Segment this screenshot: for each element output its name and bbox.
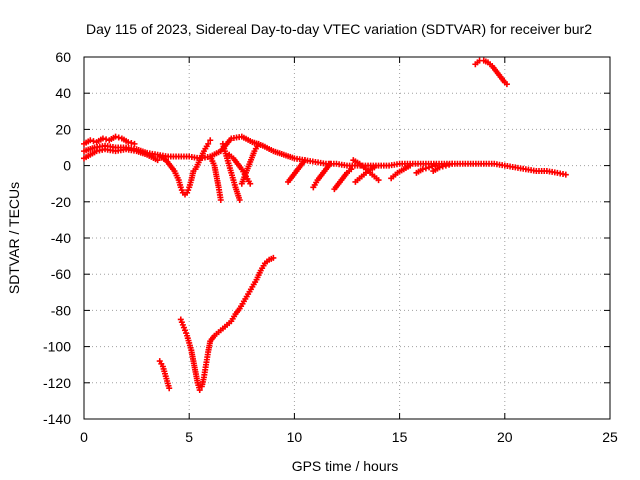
y-tick-label: -140	[43, 411, 71, 427]
data-point	[112, 133, 119, 140]
data-point	[207, 137, 214, 144]
y-tick-label: 60	[55, 49, 71, 65]
data-point	[407, 162, 414, 169]
chart-title: Day 115 of 2023, Sidereal Day-to-day VTE…	[86, 21, 592, 37]
data-point	[87, 137, 94, 144]
series-spike-5h	[192, 137, 214, 173]
data-point	[236, 196, 243, 203]
data-point	[419, 166, 426, 173]
data-point	[115, 134, 122, 141]
data-point	[90, 138, 97, 145]
data-point	[131, 140, 138, 147]
data-point	[255, 140, 262, 147]
y-tick-label: -80	[51, 302, 71, 318]
series-rise-15h	[388, 162, 414, 182]
y-axis-label: SDTVAR / TECUs	[6, 182, 22, 294]
data-point	[196, 387, 203, 394]
data-point	[301, 157, 308, 164]
data-point	[449, 160, 456, 167]
series-rise-12h	[331, 166, 355, 193]
y-tick-label: -60	[51, 266, 71, 282]
data-point	[503, 81, 510, 88]
data-point	[217, 196, 224, 203]
data-point	[327, 160, 334, 167]
data-point	[348, 166, 355, 173]
series-dip-4h	[156, 153, 197, 198]
series-v-shape	[177, 254, 277, 394]
data-point	[99, 135, 106, 142]
data-point	[429, 163, 436, 170]
x-tick-label: 10	[287, 429, 303, 445]
data-point	[439, 163, 446, 170]
data-point	[247, 180, 254, 187]
y-tick-label: 40	[55, 85, 71, 101]
x-tick-label: 25	[602, 429, 618, 445]
data-point	[125, 139, 132, 146]
y-tick-label: -120	[43, 375, 71, 391]
series-drop-7-8h	[226, 151, 254, 187]
x-tick-label: 5	[185, 429, 193, 445]
data-point	[442, 162, 449, 169]
data-point	[426, 164, 433, 171]
data-point	[128, 139, 135, 146]
series-rise-7-8h	[238, 140, 262, 187]
series-rise-10h	[285, 157, 308, 185]
series-drop-13h	[350, 157, 382, 184]
data-point	[166, 385, 173, 392]
x-tick-label: 15	[392, 429, 408, 445]
axis-ticks: 0 5 10 15 20 25 -140 -120 -100 -80 -60 -40 -20 0 20 40 6…	[43, 49, 618, 445]
y-tick-label: 0	[63, 158, 71, 174]
y-tick-label: -100	[43, 339, 71, 355]
data-point	[154, 157, 161, 164]
gridlines	[84, 57, 610, 419]
series-high-20h	[472, 57, 510, 88]
data-point	[562, 171, 569, 178]
y-tick-label: 20	[55, 121, 71, 137]
data-point	[205, 140, 212, 147]
series-band-upper	[81, 133, 138, 147]
series-drop-6h	[207, 153, 224, 203]
data-point	[371, 164, 378, 171]
data-point	[103, 136, 110, 143]
series-band-lower	[81, 146, 161, 164]
series-rise-11h	[310, 160, 334, 191]
x-tick-label: 0	[80, 429, 88, 445]
series-cluster-4h	[156, 358, 173, 392]
y-tick-label: -40	[51, 230, 71, 246]
data-point	[422, 165, 429, 172]
data-point	[270, 254, 277, 261]
series-rise-17h	[430, 160, 456, 175]
data-marks	[81, 57, 569, 394]
x-tick-label: 20	[497, 429, 513, 445]
data-point	[375, 177, 382, 184]
data-point	[436, 164, 443, 171]
y-tick-label: -20	[51, 194, 71, 210]
data-point	[446, 161, 453, 168]
x-axis-label: GPS time / hours	[292, 458, 399, 474]
